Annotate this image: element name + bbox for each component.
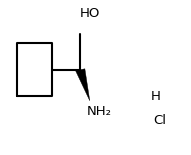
Text: HO: HO — [80, 7, 100, 20]
Text: NH₂: NH₂ — [87, 105, 112, 118]
Text: H: H — [151, 90, 161, 103]
Polygon shape — [76, 69, 90, 101]
Text: Cl: Cl — [153, 114, 166, 127]
